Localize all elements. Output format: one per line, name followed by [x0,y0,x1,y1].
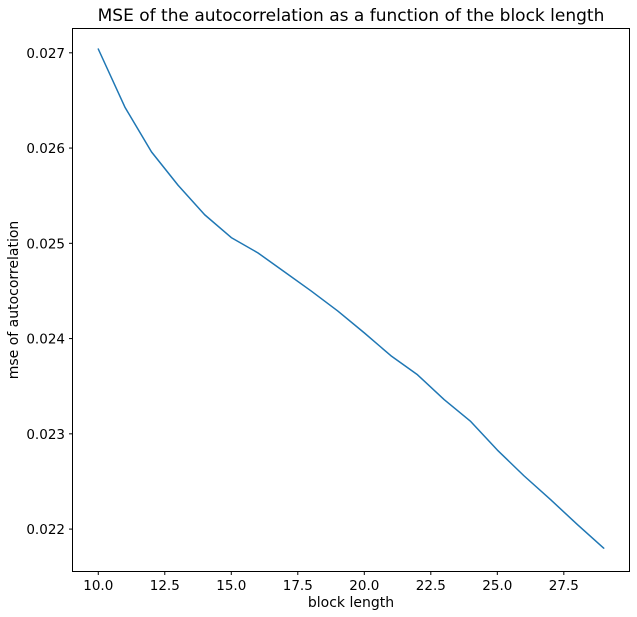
x-axis: 10.0 12.5 15.0 17.5 20.0 22.5 25.0 27.5 [83,571,579,594]
x-tick-label: 27.5 [549,578,579,594]
y-tick-label: 0.026 [26,141,65,157]
x-tick-label: 25.0 [482,578,512,594]
x-tick-label: 10.0 [83,578,113,594]
x-tick-label: 12.5 [150,578,180,594]
x-tick-label: 20.0 [349,578,379,594]
x-tick-label: 15.0 [216,578,246,594]
y-axis-label: mse of autocorrelation [6,221,22,380]
x-axis-label: block length [308,595,394,611]
chart-title: MSE of the autocorrelation as a function… [98,6,605,26]
y-tick-label: 0.027 [26,46,65,62]
y-axis: 0.022 0.023 0.024 0.025 0.026 0.027 [26,46,73,538]
y-tick-label: 0.025 [26,236,65,252]
plot-area [72,28,630,572]
x-tick-label: 17.5 [283,578,313,594]
x-tick-label: 22.5 [416,578,446,594]
series-group [97,48,605,549]
y-tick-label: 0.022 [26,522,65,538]
series-line [97,48,605,549]
plot-frame [72,28,630,572]
y-tick-label: 0.024 [26,332,65,348]
y-tick-label: 0.023 [26,427,65,443]
